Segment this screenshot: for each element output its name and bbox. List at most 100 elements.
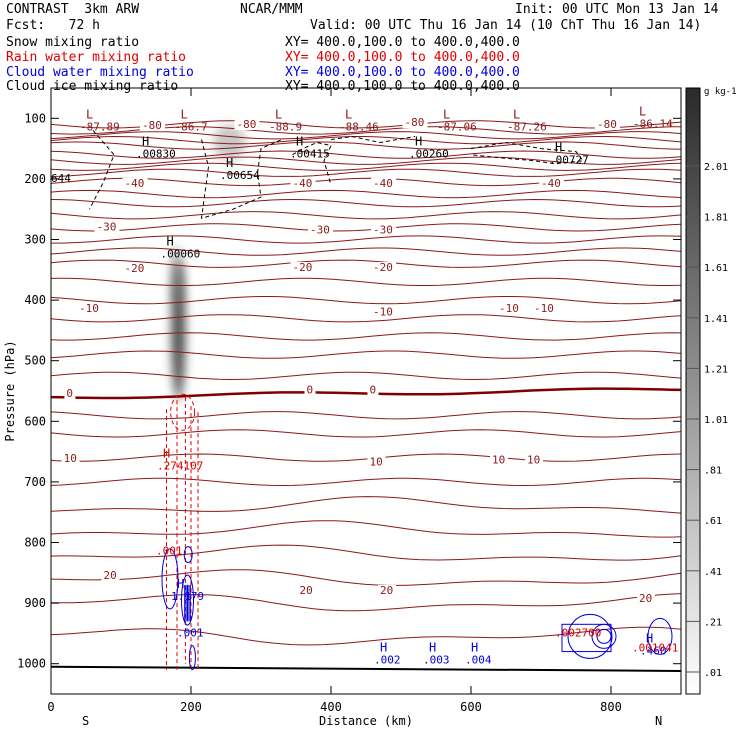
extremum-value: -88.46 — [339, 120, 379, 133]
colorbar-label: .01 — [704, 668, 722, 679]
cloud-water-contour — [181, 574, 194, 626]
cloud-ice-contour — [330, 135, 416, 144]
cloud-water-contour — [161, 548, 179, 610]
cloud-water-contour — [567, 613, 613, 659]
contour-label: .001 — [156, 545, 183, 558]
isotherm-label-bg — [402, 117, 428, 129]
end-label-south: S — [82, 714, 89, 728]
colorbar-label: .61 — [704, 516, 722, 527]
isotherm-label: -80 — [142, 119, 162, 132]
isotherm-label-bg — [371, 177, 396, 189]
cloud-water-contour — [183, 546, 193, 564]
colorbar-label: 1.41 — [704, 314, 728, 325]
isotherm-label-bg — [371, 224, 396, 236]
cloud-ice-contour — [200, 139, 283, 219]
field-label-cloud-water: Cloud water mixing ratio — [6, 65, 194, 80]
extremum-marker: H — [471, 641, 478, 655]
extremum-marker: H — [555, 141, 562, 155]
isotherm-label: 10 — [370, 456, 383, 469]
y-tick-label: 900 — [24, 596, 46, 610]
isotherm-label: 10 — [492, 454, 505, 467]
isotherm-label: -80 — [237, 118, 257, 131]
x-tick-label: 0 — [47, 700, 54, 714]
isotherm-label: 20 — [639, 592, 652, 605]
extremum-marker: H — [415, 135, 422, 149]
y-tick-label: 300 — [24, 233, 46, 247]
isotherm-label: -40 — [293, 177, 313, 190]
cloud-ice-contour — [89, 130, 115, 210]
isotherm-label: -80 — [405, 116, 425, 129]
plot-frame — [50, 87, 682, 695]
y-tick-label: 200 — [24, 172, 46, 186]
isotherm-line — [51, 496, 681, 514]
x-axis-title: Distance (km) — [319, 714, 413, 728]
isotherm-label: -40 — [125, 177, 145, 190]
isotherm-label-bg — [308, 224, 333, 236]
isotherm-label: -40 — [373, 177, 393, 190]
isotherm-line — [51, 277, 681, 286]
extremum-value: .003 — [423, 654, 450, 667]
plot-layer — [51, 117, 681, 672]
isotherm-label-bg — [539, 177, 564, 189]
isotherm-label-bg — [532, 303, 557, 315]
cloud-ice-contour — [292, 141, 332, 186]
extremum-value: -87.89 — [80, 120, 120, 133]
isotherm-line — [51, 177, 681, 187]
extremum-value: .00260 — [409, 148, 449, 161]
y-tick-label: 1000 — [17, 657, 46, 671]
isotherm-line — [51, 235, 681, 244]
isotherm-label-bg — [234, 118, 260, 130]
isotherm-line — [51, 544, 681, 561]
isotherm-line — [51, 150, 681, 159]
isotherm-label-bg — [77, 303, 102, 315]
extremum-marker: L — [275, 107, 282, 121]
extremum-value: -87.26 — [507, 120, 547, 133]
extremum-marker: L — [86, 107, 93, 121]
isotherm-line — [51, 135, 681, 145]
extremum-value: .00830 — [136, 148, 176, 161]
isotherm-label: 10 — [527, 454, 540, 467]
isotherm-label: -30 — [310, 223, 330, 236]
isotherm-label-bg — [637, 592, 655, 604]
isotherm-line — [51, 131, 681, 140]
isotherm-label: 20 — [300, 584, 313, 597]
isotherm-label: -10 — [499, 302, 519, 315]
extremum-value: 1.179 — [171, 590, 204, 603]
isotherm-label-bg — [122, 177, 148, 189]
y-axis-title: Pressure (hPa) — [3, 340, 17, 441]
extremum-marker: L — [443, 107, 450, 121]
forecast-hour: Fcst: 72 h — [6, 18, 100, 33]
y-tick-label: 700 — [24, 475, 46, 489]
extremum-value: .00060 — [161, 248, 201, 261]
colorbar-label: .21 — [704, 617, 722, 628]
extremum-marker: H — [646, 631, 653, 645]
extremum-marker: H — [167, 235, 174, 249]
surface-line — [51, 665, 681, 672]
isotherm-line — [51, 626, 681, 646]
isotherm-label-bg — [64, 388, 76, 400]
extremum-value: .460 — [640, 644, 667, 657]
x-tick-label: 400 — [320, 700, 342, 714]
isotherm-line — [51, 141, 681, 150]
cloud-ice-contour — [470, 141, 584, 165]
isotherm-line — [51, 429, 681, 438]
extremum-value: .00415 — [290, 148, 330, 161]
isotherm-label-bg — [304, 384, 316, 396]
contour-label: .001041 — [632, 642, 678, 655]
isotherm-label-bg — [122, 263, 148, 275]
colorbar-label: 1.61 — [704, 263, 728, 274]
extremum-marker: H — [177, 577, 184, 591]
colorbar-label: 1.81 — [704, 213, 728, 224]
colorbar-label: 1.01 — [704, 415, 728, 426]
isotherm-label-bg — [94, 221, 120, 233]
cloud-water-contour — [647, 617, 673, 655]
isotherm-label: -20 — [373, 261, 393, 274]
isotherm-label: 0 — [307, 383, 314, 396]
freezing-isotherm — [51, 387, 681, 400]
x-tick-label: 200 — [180, 700, 202, 714]
y-tick-label: 600 — [24, 414, 46, 428]
isotherm-label: -20 — [293, 261, 313, 274]
extremum-marker: H — [296, 135, 303, 149]
end-label-north: N — [655, 714, 662, 728]
isotherm-line — [51, 168, 681, 177]
